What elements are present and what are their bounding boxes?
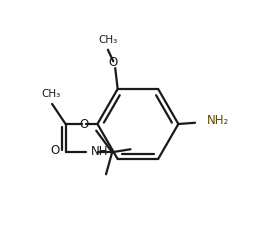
Text: NH: NH xyxy=(91,145,109,158)
Text: CH₃: CH₃ xyxy=(41,90,60,99)
Text: CH₃: CH₃ xyxy=(98,35,118,45)
Text: O: O xyxy=(109,56,118,69)
Text: O: O xyxy=(79,118,89,130)
Text: NH₂: NH₂ xyxy=(207,114,229,127)
Text: O: O xyxy=(51,145,60,157)
